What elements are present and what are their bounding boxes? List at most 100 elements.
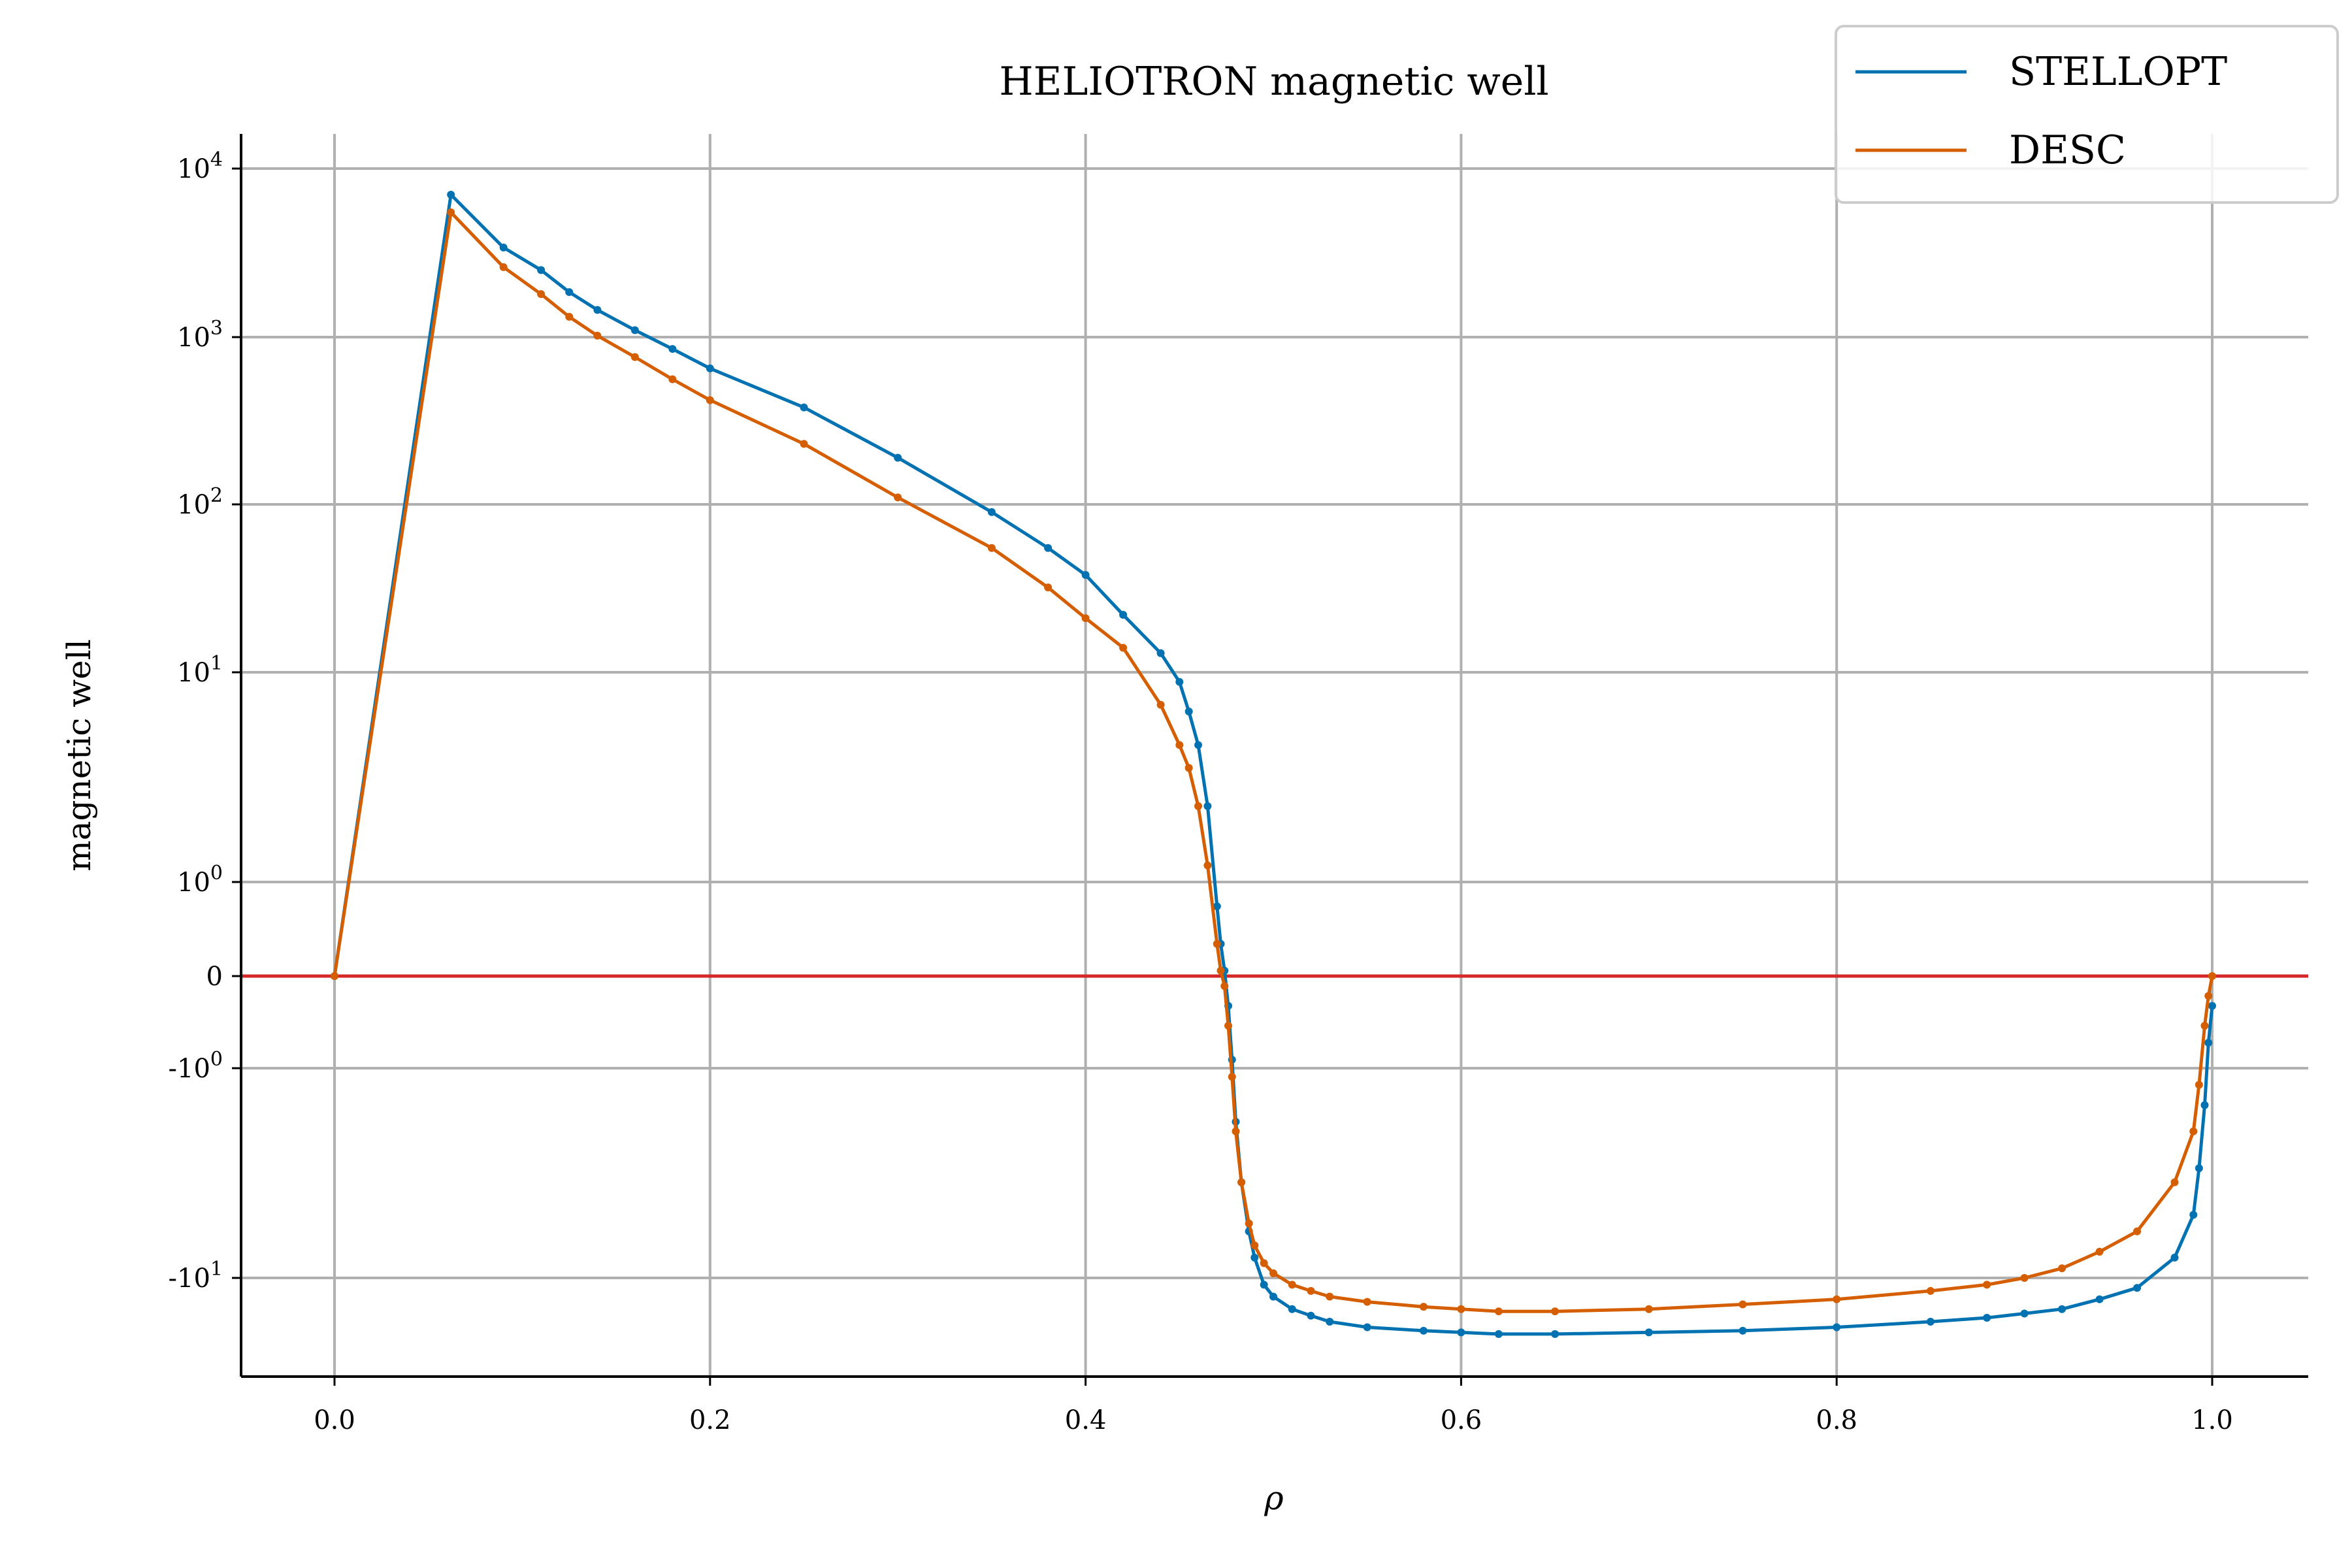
stellopt-point bbox=[2020, 1309, 2029, 1318]
desc-point bbox=[2204, 992, 2213, 1000]
desc-point bbox=[1250, 1241, 1259, 1250]
desc-point bbox=[1288, 1281, 1296, 1289]
stellopt-point bbox=[593, 306, 602, 314]
desc-point bbox=[2133, 1227, 2142, 1235]
stellopt-point bbox=[1260, 1281, 1268, 1289]
desc-point bbox=[1194, 802, 1203, 810]
series-layer bbox=[331, 190, 2216, 1338]
y-tick-label: 101 bbox=[177, 652, 223, 688]
desc-point bbox=[1269, 1269, 1277, 1277]
stellopt-point bbox=[1250, 1253, 1259, 1262]
desc-point bbox=[1220, 982, 1229, 990]
desc-point bbox=[2095, 1247, 2104, 1256]
series-desc bbox=[331, 208, 2216, 1316]
desc-point bbox=[537, 290, 546, 299]
stellopt-point bbox=[1213, 902, 1221, 911]
desc-point bbox=[800, 440, 808, 448]
x-tick-label: 0.0 bbox=[314, 1405, 355, 1435]
stellopt-point bbox=[537, 266, 546, 274]
x-tick-label: 0.2 bbox=[689, 1405, 731, 1435]
desc-point bbox=[2170, 1178, 2179, 1186]
stellopt-point bbox=[1926, 1318, 1935, 1326]
stellopt-point bbox=[1156, 649, 1165, 657]
stellopt-point bbox=[2170, 1253, 2179, 1262]
desc-point bbox=[1228, 1073, 1236, 1081]
stellopt-point bbox=[2200, 1101, 2209, 1109]
desc-point bbox=[499, 263, 508, 271]
desc-point bbox=[1119, 644, 1128, 652]
x-tick-label: 0.6 bbox=[1441, 1405, 1482, 1435]
desc-point bbox=[1217, 966, 1225, 975]
stellopt-point bbox=[1288, 1305, 1296, 1313]
desc-point bbox=[1326, 1292, 1334, 1301]
x-tick-label: 0.4 bbox=[1065, 1405, 1107, 1435]
desc-line bbox=[333, 210, 2214, 1313]
stellopt-point bbox=[1269, 1292, 1277, 1301]
axes bbox=[240, 134, 2308, 1378]
y-ticks: 104 103 102 101 100 0 -100 -101 bbox=[168, 148, 241, 1294]
stellopt-point bbox=[800, 403, 808, 412]
stellopt-point bbox=[1494, 1330, 1503, 1338]
stellopt-point bbox=[2204, 1039, 2213, 1047]
desc-point bbox=[447, 208, 455, 216]
stellopt-point bbox=[1739, 1326, 1747, 1335]
stellopt-point bbox=[499, 243, 508, 252]
desc-point bbox=[1307, 1286, 1315, 1295]
desc-point bbox=[668, 375, 677, 384]
desc-point bbox=[1644, 1305, 1653, 1313]
stellopt-point bbox=[706, 364, 714, 372]
desc-point bbox=[1156, 700, 1165, 709]
stellopt-point bbox=[1833, 1323, 1841, 1331]
y-axis-label: magnetic well bbox=[60, 639, 98, 871]
desc-point bbox=[1081, 614, 1090, 623]
desc-point bbox=[1983, 1281, 1991, 1289]
desc-point bbox=[1457, 1305, 1465, 1313]
desc-point bbox=[1494, 1307, 1503, 1316]
desc-point bbox=[1175, 741, 1184, 749]
stellopt-point bbox=[1307, 1311, 1315, 1320]
desc-point bbox=[630, 353, 639, 361]
chart-title: HELIOTRON magnetic well bbox=[999, 59, 1548, 105]
stellopt-point bbox=[565, 288, 574, 297]
desc-point bbox=[987, 544, 996, 552]
stellopt-point bbox=[2195, 1164, 2203, 1173]
y-tick-label: -101 bbox=[168, 1258, 223, 1294]
stellopt-point bbox=[1363, 1323, 1371, 1331]
desc-point bbox=[593, 331, 602, 340]
desc-point bbox=[565, 312, 574, 321]
stellopt-point bbox=[2189, 1211, 2198, 1219]
stellopt-point bbox=[1203, 802, 1212, 810]
desc-point bbox=[1260, 1259, 1268, 1267]
desc-point bbox=[1224, 1022, 1233, 1030]
desc-point bbox=[1926, 1286, 1935, 1295]
desc-point bbox=[2200, 1022, 2209, 1030]
legend-label-desc: DESC bbox=[2009, 127, 2126, 173]
desc-point bbox=[1363, 1298, 1371, 1306]
desc-point bbox=[894, 493, 902, 502]
desc-point bbox=[1237, 1178, 1246, 1186]
y-tick-label: 100 bbox=[177, 862, 223, 898]
stellopt-point bbox=[2058, 1305, 2066, 1313]
x-axis-label: ρ bbox=[1264, 1479, 1284, 1517]
stellopt-point bbox=[1194, 741, 1203, 749]
y-tick-label: 102 bbox=[177, 484, 223, 520]
stellopt-point bbox=[1644, 1328, 1653, 1337]
legend: STELLOPT DESC bbox=[1835, 25, 2339, 204]
desc-point bbox=[2020, 1274, 2029, 1282]
desc-point bbox=[706, 396, 714, 404]
desc-point bbox=[1184, 764, 1193, 772]
legend-label-stellopt: STELLOPT bbox=[2009, 49, 2227, 95]
stellopt-point bbox=[1551, 1330, 1560, 1338]
stellopt-point bbox=[1419, 1326, 1428, 1335]
desc-point bbox=[2208, 972, 2216, 980]
desc-point bbox=[1044, 583, 1053, 592]
desc-point bbox=[1551, 1307, 1560, 1316]
y-tick-label: -100 bbox=[168, 1048, 223, 1084]
stellopt-point bbox=[1175, 678, 1184, 686]
y-tick-label: 104 bbox=[177, 148, 223, 184]
stellopt-point bbox=[987, 508, 996, 516]
x-tick-label: 0.8 bbox=[1816, 1405, 1857, 1435]
stellopt-point bbox=[1119, 610, 1128, 619]
stellopt-point bbox=[2095, 1295, 2104, 1303]
